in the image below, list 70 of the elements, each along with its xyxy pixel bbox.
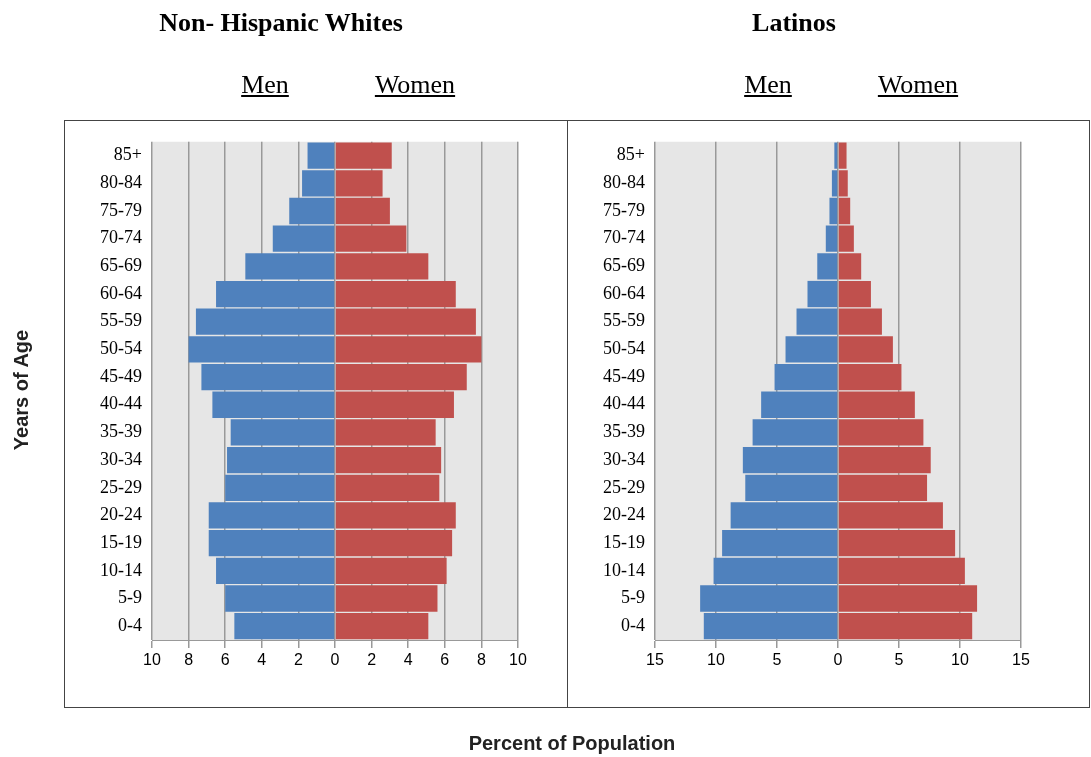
chart-title: Latinos: [751, 8, 837, 38]
x-tick-label: 10: [707, 651, 725, 669]
series-label: Men: [241, 70, 289, 99]
x-tick-label: 8: [184, 651, 194, 669]
y-tick-label: 5-9: [118, 587, 142, 608]
y-tick-label: 25-29: [100, 476, 142, 497]
y-tick-label: 70-74: [100, 227, 142, 248]
x-tick-label: 2: [293, 651, 303, 669]
bar: [335, 197, 390, 225]
y-tick-label: 85+: [113, 144, 142, 165]
x-tick-label: 4: [403, 651, 413, 669]
x-tick-label: 15: [646, 651, 664, 669]
y-tick-label: 60-64: [603, 282, 645, 303]
y-tick-label: 80-84: [603, 172, 645, 193]
x-tick-label: 6: [220, 651, 230, 669]
bar: [335, 280, 456, 308]
y-tick-label: 50-54: [603, 338, 645, 359]
x-tick-label: 6: [440, 651, 450, 669]
y-tick-label: 30-34: [100, 448, 142, 469]
x-tick-label: 0: [833, 651, 843, 669]
y-tick-label: 75-79: [100, 199, 142, 220]
y-tick-label: 30-34: [603, 448, 645, 469]
y-tick-label: 10-14: [603, 559, 645, 580]
bar: [829, 197, 838, 225]
y-tick-label: 5-9: [621, 587, 645, 608]
y-tick-label: 85+: [616, 144, 645, 165]
y-tick-label: 65-69: [603, 255, 645, 276]
y-tick-label: 10-14: [100, 559, 142, 580]
y-tick-label: 40-44: [100, 393, 142, 414]
x-tick-label: 5: [894, 651, 904, 669]
y-tick-label: 0-4: [118, 614, 142, 635]
y-tick-label: 25-29: [603, 476, 645, 497]
y-tick-label: 65-69: [100, 255, 142, 276]
x-axis-title: Percent of Population: [467, 732, 677, 755]
y-tick-label: 60-64: [100, 282, 142, 303]
x-tick-label: 10: [951, 651, 969, 669]
bar: [807, 280, 838, 308]
y-tick-label: 75-79: [603, 199, 645, 220]
x-tick-label: 15: [1012, 651, 1030, 669]
x-tick-label: 10: [509, 651, 527, 669]
text: Women: [877, 70, 959, 99]
x-tick-label: 0: [330, 651, 340, 669]
y-axis-title: Years of Age: [9, 329, 33, 451]
y-tick-label: 0-4: [621, 614, 645, 635]
text: Men: [744, 70, 792, 99]
y-tick-label: 35-39: [603, 421, 645, 442]
x-tick-label: 4: [257, 651, 267, 669]
y-tick-label: 20-24: [100, 504, 142, 525]
y-tick-label: 50-54: [100, 338, 142, 359]
x-tick-label: 8: [476, 651, 486, 669]
y-tick-label: 15-19: [603, 531, 645, 552]
y-tick-label: 45-49: [603, 365, 645, 386]
y-tick-label: 35-39: [100, 421, 142, 442]
x-tick-label: 10: [143, 651, 161, 669]
bar: [838, 197, 851, 225]
y-tick-label: 55-59: [100, 310, 142, 331]
y-tick-label: 20-24: [603, 504, 645, 525]
bar: [216, 280, 335, 308]
x-tick-label: 5: [772, 651, 782, 669]
bar: [838, 280, 871, 308]
y-tick-label: 70-74: [603, 227, 645, 248]
series-label: Women: [374, 70, 456, 99]
y-tick-label: 45-49: [100, 365, 142, 386]
y-tick-label: 55-59: [603, 310, 645, 331]
bar: [289, 197, 335, 225]
chart-title: Non- Hispanic Whites: [158, 8, 404, 38]
y-tick-label: 80-84: [100, 172, 142, 193]
y-tick-label: 40-44: [603, 393, 645, 414]
y-tick-label: 15-19: [100, 531, 142, 552]
x-tick-label: 2: [367, 651, 377, 669]
